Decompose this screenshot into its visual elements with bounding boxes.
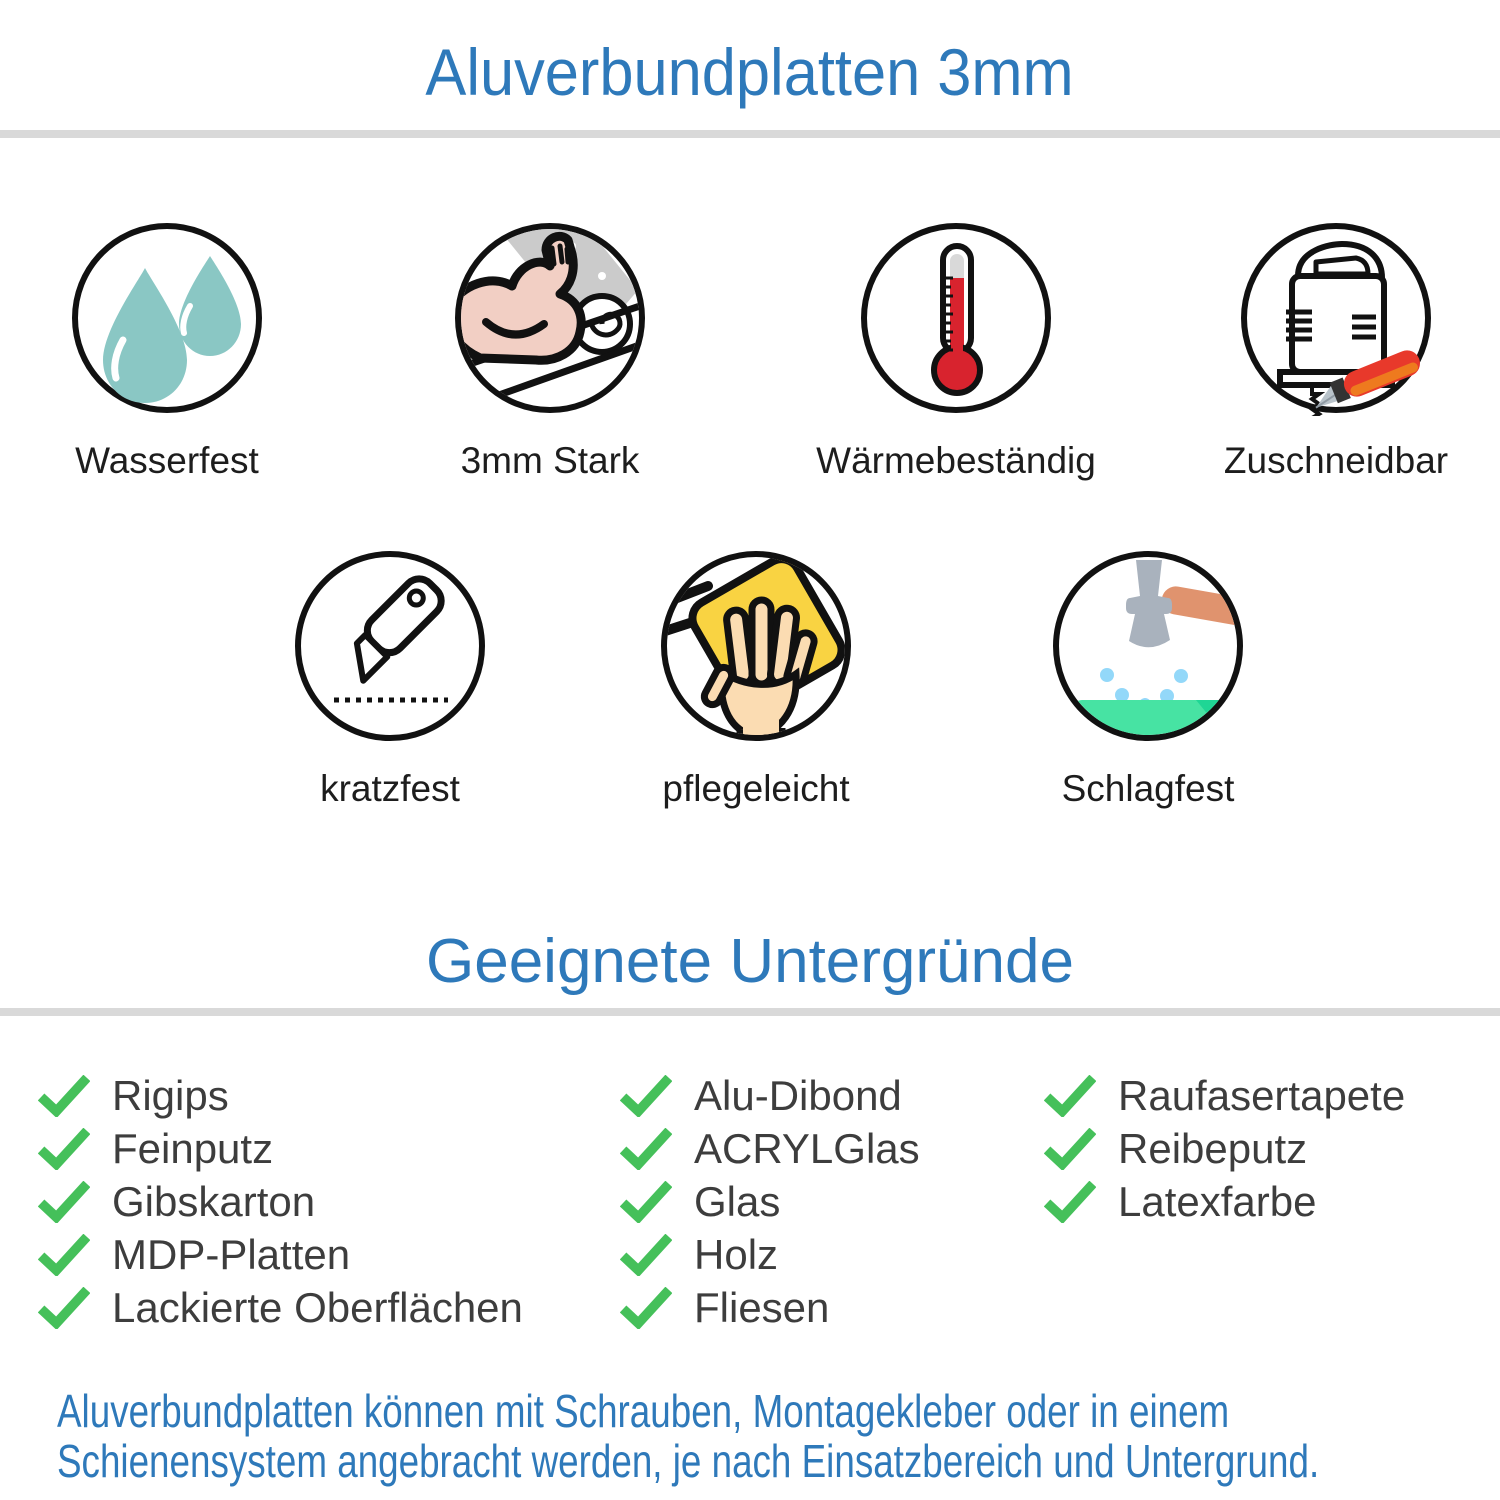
surface-item: Latexfarbe — [1044, 1175, 1405, 1228]
surface-label: Gibskarton — [112, 1177, 316, 1225]
wipe-hand-icon — [661, 551, 851, 741]
check-icon — [38, 1074, 90, 1117]
surface-label: ACRYLGlas — [694, 1124, 920, 1172]
cutter-knife-icon — [1315, 350, 1420, 409]
feature-kratzfest: kratzfest — [220, 548, 560, 810]
divider-bar-top — [0, 130, 1500, 138]
check-icon — [1044, 1180, 1096, 1223]
surface-item: Raufasertapete — [1044, 1069, 1405, 1122]
check-icon — [1044, 1127, 1096, 1170]
check-icon — [620, 1286, 672, 1329]
muscle-panel-icon — [455, 223, 645, 413]
surface-label: Feinputz — [112, 1124, 274, 1172]
surface-item: Feinputz — [38, 1122, 523, 1175]
check-icon — [1044, 1074, 1096, 1117]
feature-3mm-stark: 3mm Stark — [380, 220, 720, 482]
surface-item: MDP-Platten — [38, 1228, 523, 1281]
surface-item: Alu-Dibond — [620, 1069, 920, 1122]
check-icon — [620, 1074, 672, 1117]
feature-label: Zuschneidbar — [1223, 440, 1449, 481]
surface-item: Reibeputz — [1044, 1122, 1405, 1175]
surface-item: Fliesen — [620, 1281, 920, 1334]
surface-item: ACRYLGlas — [620, 1122, 920, 1175]
surface-item: Rigips — [38, 1069, 523, 1122]
surface-label: Raufasertapete — [1118, 1071, 1406, 1119]
thermometer-icon — [861, 223, 1051, 413]
check-icon — [620, 1233, 672, 1276]
check-icon — [620, 1127, 672, 1170]
surface-label: Reibeputz — [1118, 1124, 1308, 1172]
surface-label: Alu-Dibond — [694, 1071, 902, 1119]
surface-item: Lackierte Oberflächen — [38, 1281, 523, 1334]
feature-schlagfest: Schlagfest — [978, 548, 1318, 810]
surface-item: Holz — [620, 1228, 920, 1281]
divider-bar-middle — [0, 1008, 1500, 1016]
feature-waermebestaendig: Wärmebeständig — [786, 220, 1126, 482]
check-icon — [620, 1180, 672, 1223]
feature-pflegeleicht: pflegeleicht — [586, 548, 926, 810]
footer-line-1: Aluverbundplatten können mit Schrauben, … — [57, 1385, 1230, 1437]
footer-note: Aluverbundplatten können mit Schrauben, … — [57, 1386, 1500, 1486]
surface-item: Glas — [620, 1175, 920, 1228]
feature-label: Wärmebeständig — [816, 440, 1096, 481]
surface-label: Lackierte Oberflächen — [112, 1283, 523, 1331]
page-title: Aluverbundplatten 3mm — [0, 34, 1500, 110]
surface-label: MDP-Platten — [112, 1230, 351, 1278]
feature-label: pflegeleicht — [662, 768, 850, 809]
surface-label: Fliesen — [694, 1283, 830, 1331]
surfaces-column-1: Rigips Feinputz Gibskarton MDP-Platten L… — [38, 1069, 523, 1334]
check-icon — [38, 1286, 90, 1329]
footer-line-2: Schienensystem angebracht werden, je nac… — [57, 1435, 1320, 1487]
surfaces-column-3: Raufasertapete Reibeputz Latexfarbe — [1044, 1069, 1405, 1228]
surface-label: Glas — [694, 1177, 781, 1225]
water-drops-icon — [72, 223, 262, 413]
utility-knife-icon — [295, 551, 485, 741]
surfaces-column-2: Alu-Dibond ACRYLGlas Glas Holz Fliesen — [620, 1069, 920, 1334]
surface-label: Holz — [694, 1230, 779, 1278]
check-icon — [38, 1233, 90, 1276]
hammer-impact-icon — [1053, 551, 1243, 741]
check-icon — [38, 1127, 90, 1170]
feature-label: 3mm Stark — [460, 440, 640, 481]
feature-label: Wasserfest — [75, 440, 259, 481]
feature-zuschneidbar: Zuschneidbar — [1166, 220, 1500, 482]
surface-item: Gibskarton — [38, 1175, 523, 1228]
feature-label: Schlagfest — [1061, 768, 1235, 809]
feature-wasserfest: Wasserfest — [0, 220, 337, 482]
section-title: Geeignete Untergründe — [425, 927, 1074, 996]
surface-label: Rigips — [112, 1071, 229, 1119]
page-title-text: Aluverbundplatten 3mm — [425, 35, 1075, 109]
jigsaw-icon — [1241, 223, 1431, 416]
check-icon — [38, 1180, 90, 1223]
feature-label: kratzfest — [320, 768, 460, 809]
surface-label: Latexfarbe — [1118, 1177, 1317, 1225]
